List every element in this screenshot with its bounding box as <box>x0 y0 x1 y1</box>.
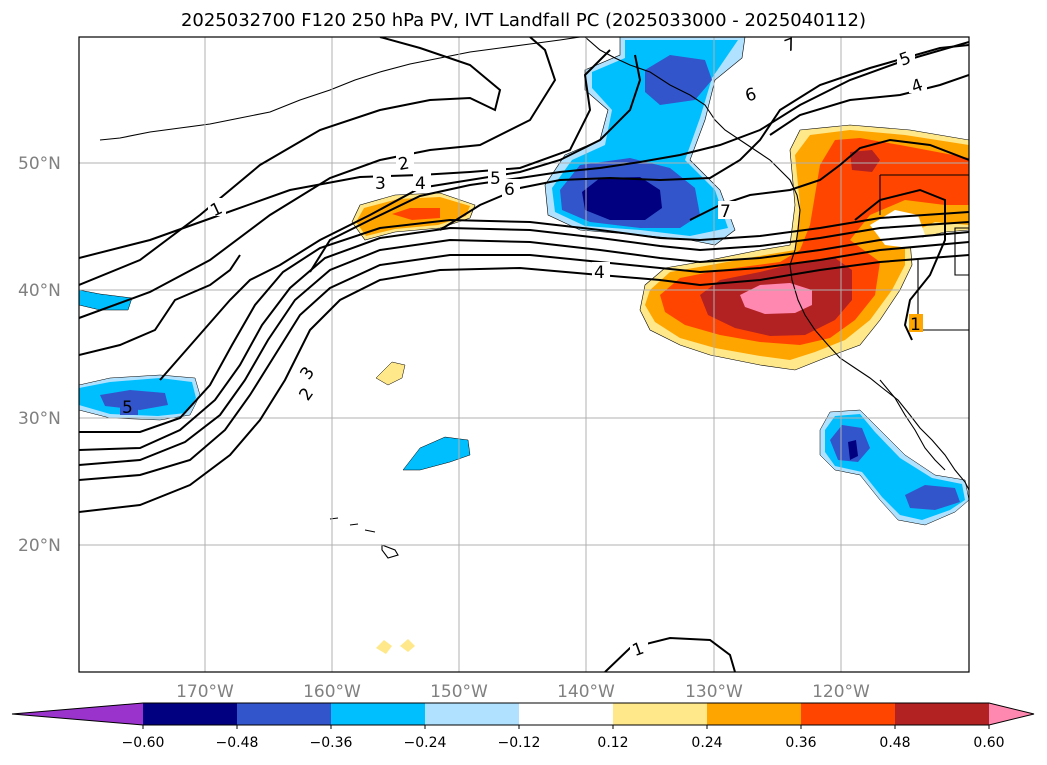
colorbar-bin <box>801 703 896 725</box>
positive-anomaly-canada-darkred <box>850 150 880 172</box>
colorbar-tick-label: −0.12 <box>498 735 541 751</box>
colorbar-bin <box>895 703 990 725</box>
contour-label: 5 <box>122 398 133 418</box>
positive-anomaly-central-pacific-red <box>392 208 440 220</box>
colorbar: −0.60 −0.48 −0.36 −0.24 −0.12 0.12 0.24 0.36 0.4… <box>11 702 1035 751</box>
positive-anomaly-small-1 <box>375 361 406 386</box>
contour-label: 4 <box>594 263 605 283</box>
pv-contour-labels: 1 2 3 4 5 6 7 1 2 3 4 5 6 7 <box>120 34 927 661</box>
negative-anomaly-mexico-south <box>905 485 960 510</box>
negative-anomaly-alaska-panhandle <box>645 55 712 105</box>
pv-contour-3-north <box>79 49 611 259</box>
positive-anomaly-small-2 <box>376 640 392 654</box>
contour-label: 7 <box>782 34 799 56</box>
pv-contour-2-south <box>79 241 969 481</box>
pv-contour-loop-east <box>769 74 969 136</box>
contour-label: 5 <box>490 169 501 189</box>
y-tick-label: 30°N <box>18 409 61 429</box>
pv-contour-6-north <box>439 44 969 231</box>
x-tick-label: 170°W <box>176 682 234 702</box>
negative-anomaly-gulf-alaska-core <box>582 177 662 220</box>
pv-contour-1-north <box>79 37 502 286</box>
pv-contour-5-south <box>79 211 969 433</box>
colorbar-tick-label: −0.48 <box>216 735 259 751</box>
coastlines <box>99 37 969 559</box>
colorbar-tick-label: −0.24 <box>404 735 447 751</box>
x-tick-label: 120°W <box>812 682 870 702</box>
baja-coast <box>879 379 946 471</box>
colorbar-tick-label: −0.36 <box>310 735 353 751</box>
aleutian-coast <box>99 37 581 141</box>
colorbar-bin <box>613 703 708 725</box>
pv-contour-lower-1 <box>604 636 736 672</box>
contour-label: 3 <box>375 174 386 194</box>
colorbar-extend-max <box>989 703 1034 725</box>
y-tick-label: 50°N <box>18 154 61 174</box>
positive-anomaly-westcoast-pink <box>740 283 812 314</box>
colorbar-bin <box>707 703 802 725</box>
colorbar-extend-min <box>12 703 143 725</box>
contour-label: 7 <box>720 202 731 222</box>
pv-contour-5-north <box>309 41 969 273</box>
contour-label: 1 <box>910 315 921 335</box>
colorbar-tick-label: 0.48 <box>879 735 910 751</box>
positive-anomaly-inland-white <box>870 210 925 248</box>
pv-contour-7-north <box>689 138 969 221</box>
x-tick-label: 150°W <box>430 682 488 702</box>
pv-contour-3-south <box>79 231 969 466</box>
negative-anomaly-mexico-core <box>848 440 858 460</box>
colorbar-tick-label: 0.24 <box>691 735 722 751</box>
colorbar-bin <box>237 703 332 725</box>
contour-label: 6 <box>504 180 515 200</box>
colorbar-bin <box>143 703 238 725</box>
hawaii-islands <box>329 517 399 559</box>
x-axis-tick-labels: 170°W 160°W 150°W 140°W 130°W 120°W <box>176 682 870 702</box>
state-border <box>879 174 969 331</box>
x-tick-label: 160°W <box>303 682 361 702</box>
positive-anomaly-small-3 <box>400 639 415 652</box>
colorbar-tick-label: 0.36 <box>785 735 816 751</box>
y-tick-label: 40°N <box>18 281 61 301</box>
map-plot-area: 1 2 3 4 5 6 7 1 2 3 4 5 6 7 <box>79 34 969 672</box>
y-tick-label: 20°N <box>18 536 61 556</box>
contour-label: 2 <box>397 153 411 175</box>
colorbar-bin <box>519 703 614 725</box>
negative-anomaly-west-40n <box>79 289 133 311</box>
colorbar-bin <box>331 703 426 725</box>
pv-contour-west-2 <box>79 254 241 356</box>
map-frame <box>78 36 970 673</box>
contour-label: 6 <box>743 84 759 106</box>
negative-anomaly-near-hawaii <box>402 436 471 471</box>
pv-contour-4-north <box>159 54 642 381</box>
colorbar-tick-label: 0.60 <box>973 735 1004 751</box>
pv-contour-ridge-east <box>854 188 946 341</box>
pv-contour-4-south <box>79 221 969 451</box>
y-axis-tick-labels: 50°N 40°N 30°N 20°N <box>18 154 61 556</box>
colorbar-bin <box>425 703 520 725</box>
x-tick-label: 130°W <box>685 682 743 702</box>
colorbar-tick-label: 0.12 <box>597 735 628 751</box>
chart-title: 2025032700 F120 250 hPa PV, IVT Landfall… <box>180 10 867 31</box>
gridlines <box>79 37 969 672</box>
x-tick-label: 140°W <box>557 682 615 702</box>
pv-contour-1-south <box>79 254 969 513</box>
colorbar-tick-label: −0.60 <box>122 735 165 751</box>
contour-label: 4 <box>415 174 426 194</box>
alaska-coast <box>584 37 969 491</box>
